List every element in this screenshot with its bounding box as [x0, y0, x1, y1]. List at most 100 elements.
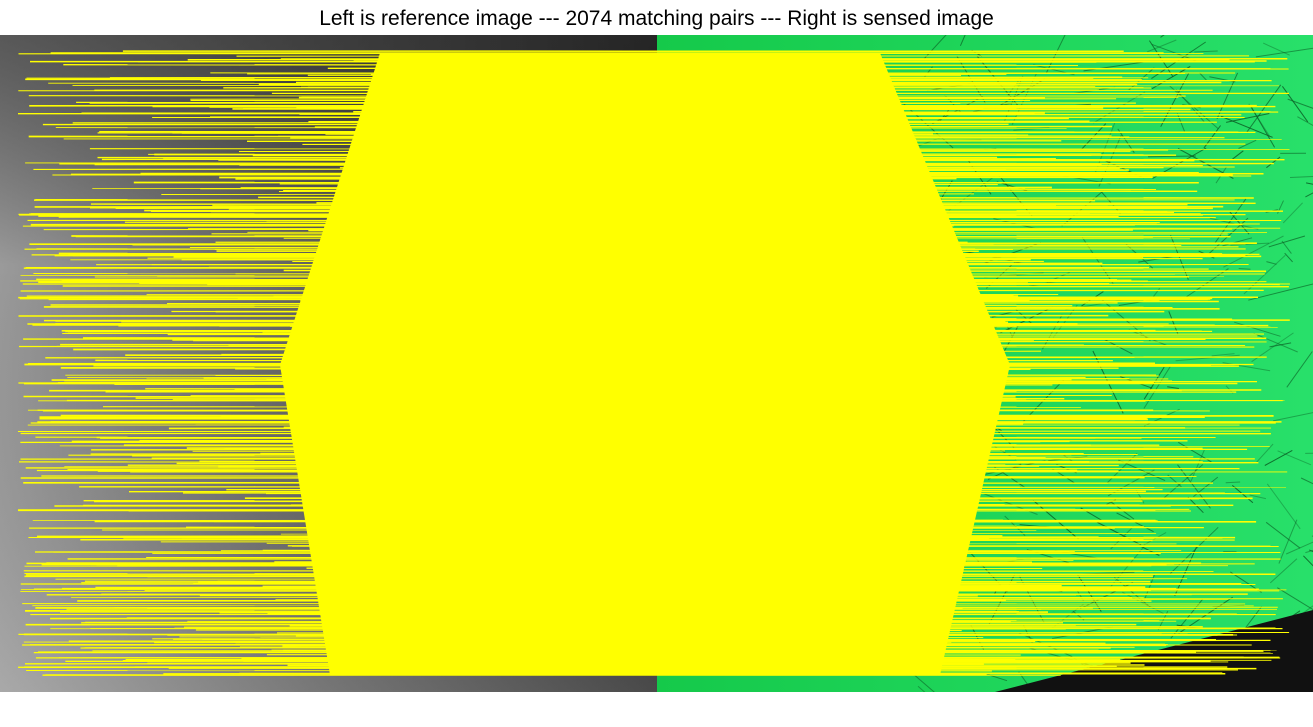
texture-stroke [1266, 483, 1301, 530]
match-line [89, 148, 1290, 150]
texture-stroke [1194, 50, 1218, 53]
match-line [121, 320, 1009, 323]
match-line [241, 658, 1121, 660]
match-line [48, 298, 1160, 301]
texture-stroke [1018, 671, 1034, 692]
match-line [33, 587, 1177, 590]
texture-stroke [1230, 242, 1270, 246]
match-line [270, 417, 1148, 421]
match-line [29, 242, 1246, 246]
match-line [193, 339, 1034, 342]
texture-stroke [1122, 591, 1165, 615]
texture-stroke [1243, 254, 1286, 295]
match-line [20, 275, 1225, 277]
match-line [181, 536, 1099, 539]
match-line [62, 285, 1289, 288]
match-line [240, 186, 1052, 189]
match-line [132, 244, 1182, 247]
match-line [25, 467, 1240, 470]
texture-stroke [1262, 42, 1290, 56]
match-line [327, 67, 1289, 70]
match-line [167, 333, 1265, 336]
match-line [237, 298, 1211, 300]
texture-stroke [1232, 150, 1244, 160]
texture-stroke [1248, 283, 1313, 301]
match-visualization [0, 35, 1313, 692]
match-line [289, 624, 1076, 627]
match-line [23, 641, 1036, 643]
match-line [126, 617, 1085, 619]
match-line [172, 398, 1027, 401]
match-line [345, 300, 1219, 303]
match-line [203, 508, 1190, 511]
match-line [283, 189, 1198, 193]
match-line [132, 455, 1194, 458]
texture-stroke [1135, 490, 1145, 504]
texture-stroke [910, 671, 935, 692]
match-line [26, 670, 992, 672]
match-line [168, 538, 990, 541]
match-line [91, 448, 1186, 451]
match-line [33, 199, 1096, 202]
match-line [134, 665, 1117, 668]
match-line [207, 283, 1290, 286]
match-line [174, 527, 947, 529]
match-line [18, 345, 1255, 348]
texture-stroke [1278, 519, 1298, 564]
match-line [20, 289, 1264, 292]
match-line [354, 568, 935, 571]
match-line [139, 439, 1070, 443]
match-line [27, 362, 1156, 365]
match-line [351, 169, 1129, 172]
match-line [283, 269, 1267, 273]
match-line [279, 183, 998, 186]
texture-stroke [1286, 351, 1313, 388]
match-line [370, 73, 1007, 76]
match-line [289, 326, 1278, 328]
texture-stroke [1249, 494, 1267, 500]
texture-stroke [1143, 573, 1156, 601]
match-line [266, 542, 1177, 545]
texture-stroke [1255, 443, 1274, 464]
match-line [154, 153, 1177, 156]
match-line [101, 158, 1056, 161]
texture-stroke [1281, 240, 1292, 254]
match-line [18, 89, 1213, 92]
match-line [172, 131, 1049, 134]
texture-stroke [1143, 366, 1171, 409]
match-line [65, 105, 1203, 107]
match-line [214, 248, 976, 250]
match-line [37, 650, 1264, 653]
texture-stroke [1306, 182, 1313, 185]
match-line [370, 559, 1074, 561]
match-line [33, 168, 1120, 170]
texture-stroke [1238, 139, 1257, 149]
texture-stroke [1151, 65, 1191, 90]
texture-stroke [996, 171, 1033, 218]
texture-stroke [1143, 532, 1167, 546]
match-line [168, 667, 1257, 670]
texture-stroke [1266, 156, 1281, 169]
texture-stroke [1303, 555, 1313, 567]
match-line [219, 611, 1048, 614]
texture-stroke [1167, 386, 1179, 389]
match-line [376, 380, 1258, 383]
texture-stroke [1285, 541, 1313, 555]
texture-stroke [1277, 450, 1312, 466]
texture-stroke [1152, 287, 1161, 298]
texture-stroke [1114, 577, 1151, 608]
match-line [202, 638, 1108, 641]
texture-stroke [1221, 115, 1273, 138]
match-line [59, 445, 1270, 447]
texture-stroke [1045, 35, 1066, 74]
texture-stroke [1264, 449, 1293, 466]
match-line [258, 196, 1254, 199]
texture-stroke [959, 35, 966, 46]
match-line [50, 304, 1073, 307]
match-line [36, 535, 1003, 538]
match-line [220, 550, 1075, 552]
match-line [90, 203, 1188, 206]
match-line [168, 427, 1186, 430]
match-line [308, 229, 1133, 232]
match-line [280, 532, 1157, 535]
